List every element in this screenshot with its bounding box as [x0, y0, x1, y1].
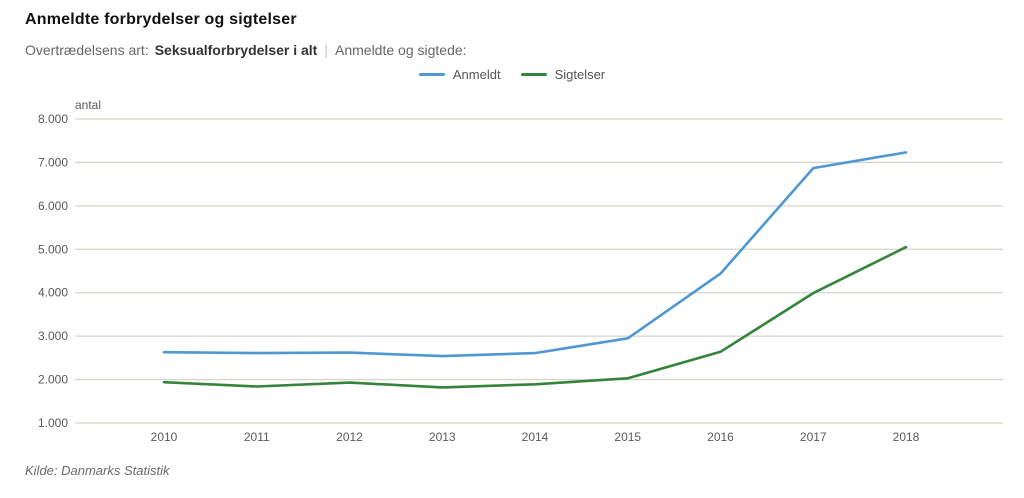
chart-subtitle: Overtrædelsens art: Seksualforbrydelser i…: [25, 42, 467, 58]
x-axis-tick-label: 2014: [522, 430, 549, 444]
x-axis-tick-label: 2013: [429, 430, 456, 444]
source-caption: Kilde: Danmarks Statistik: [25, 463, 170, 478]
x-axis-tick-label: 2011: [244, 430, 270, 444]
y-axis-tick-label: 1.000: [38, 416, 68, 430]
series-line-sigtelser: [162, 245, 908, 389]
legend-item-sigtelser[interactable]: Sigtelser: [520, 67, 606, 82]
y-axis-tick-label: 4.000: [38, 286, 68, 300]
filter-value: Seksualforbrydelser i alt: [154, 42, 318, 58]
subtitle-separator: |: [324, 42, 328, 58]
y-axis-unit-label: antal: [75, 98, 101, 112]
y-axis-tick-label: 7.000: [38, 155, 68, 169]
chart-legend: Anmeldt Sigtelser: [0, 67, 1024, 82]
x-axis-tick-label: 2010: [151, 430, 178, 444]
page-title: Anmeldte forbrydelser og sigtelser: [25, 11, 297, 28]
legend-label: Anmeldt: [452, 67, 501, 82]
x-axis-tick-label: 2015: [614, 430, 641, 444]
y-axis-tick-label: 5.000: [38, 242, 68, 256]
filter-label: Overtrædelsens art:: [25, 42, 149, 58]
x-axis-tick-label: 2016: [707, 430, 734, 444]
x-axis-tick-label: 2012: [336, 430, 363, 444]
x-axis-tick-label: 2018: [893, 430, 920, 444]
series-label: Anmeldte og sigtede:: [335, 42, 467, 58]
y-axis-tick-label: 6.000: [38, 199, 68, 213]
y-axis-tick-label: 3.000: [38, 329, 68, 343]
x-axis-tick-label: 2017: [800, 430, 827, 444]
series-line-anmeldt: [162, 151, 908, 358]
legend-item-anmeldt[interactable]: Anmeldt: [418, 67, 501, 82]
legend-line-swatch: [520, 73, 547, 76]
legend-line-swatch: [418, 73, 445, 76]
y-axis-tick-label: 2.000: [38, 373, 68, 387]
y-axis-tick-label: 8.000: [38, 112, 68, 126]
legend-label: Sigtelser: [554, 67, 606, 82]
